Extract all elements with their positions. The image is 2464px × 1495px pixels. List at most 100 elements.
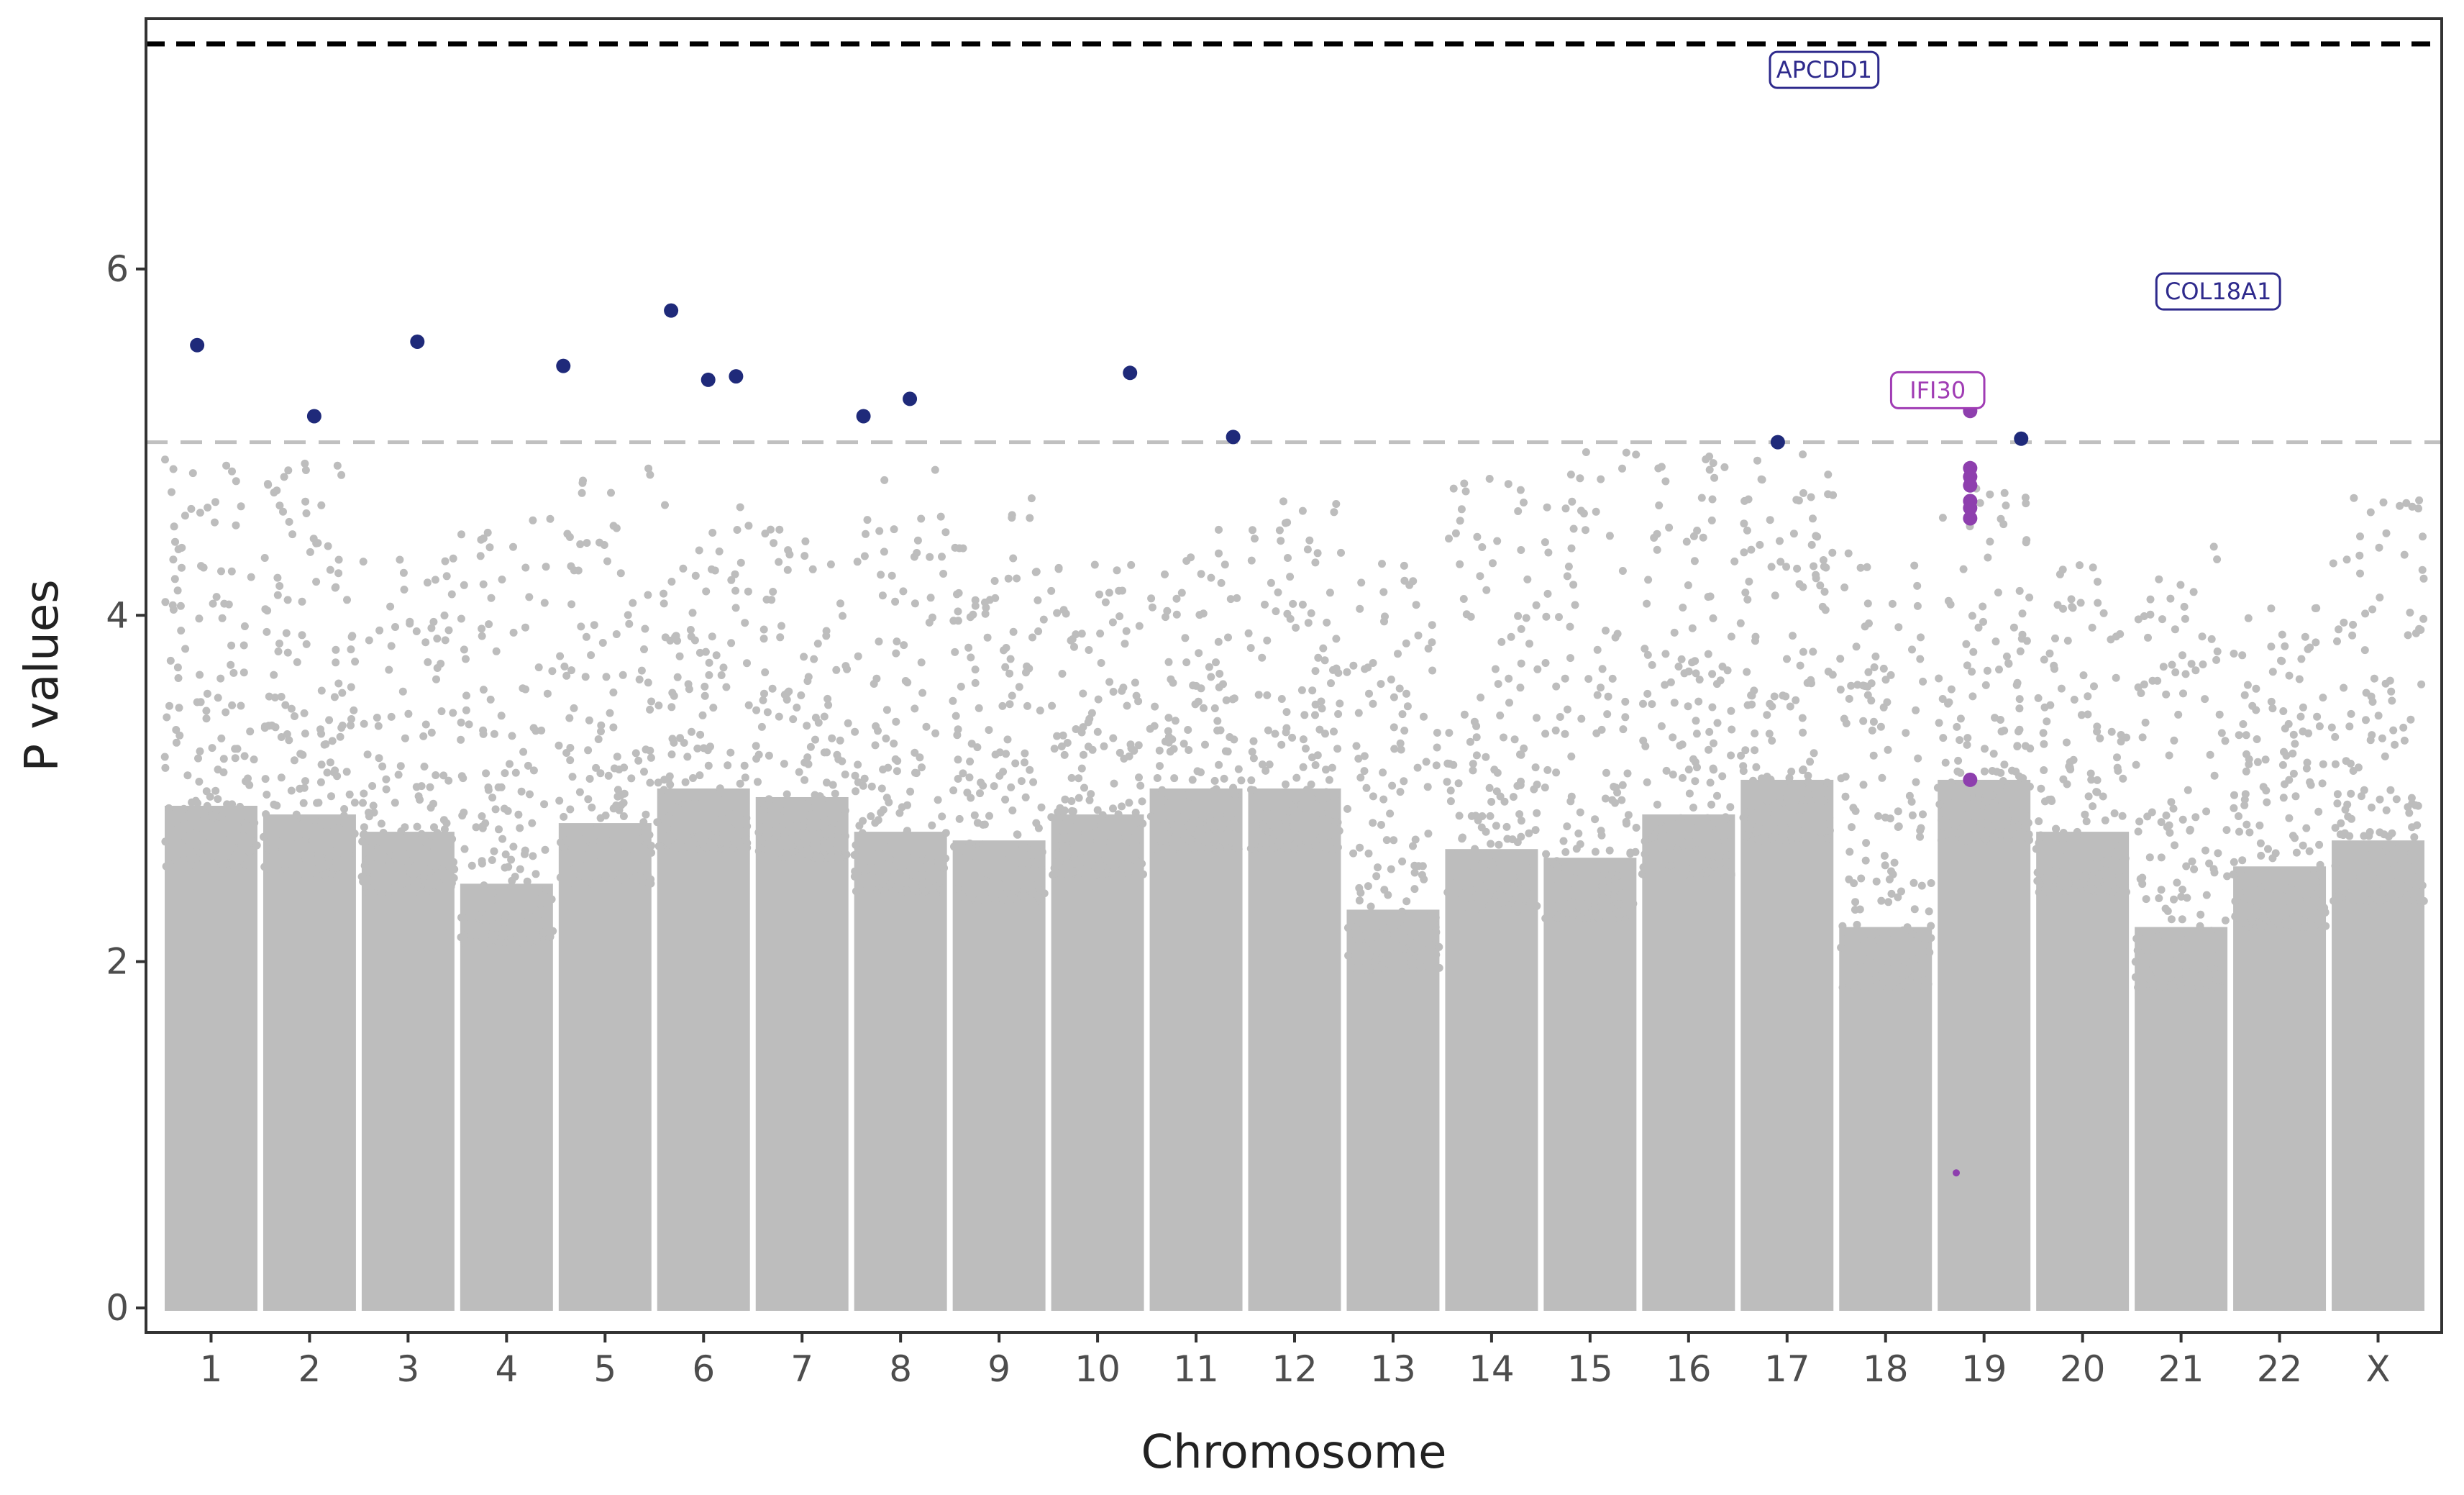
chromosome-band-14 — [1445, 849, 1538, 1311]
highlight-point-chr19 — [1953, 1169, 1961, 1177]
x-tick-label-9: 9 — [987, 1348, 1010, 1390]
chromosome-scatter-1 — [160, 455, 261, 871]
highlight-point-chr8 — [903, 391, 918, 406]
chromosome-scatter-4 — [457, 514, 557, 948]
chromosome-scatter-18 — [1836, 549, 1935, 992]
highlighted-points — [190, 303, 2029, 1177]
chromosome-scatter-6 — [653, 501, 753, 853]
highlight-point-chr3 — [410, 334, 425, 349]
highlight-point-chr11 — [1226, 430, 1241, 445]
chromosome-scatter-5 — [555, 464, 656, 888]
x-tick-label-8: 8 — [889, 1348, 912, 1390]
chromosome-band-17 — [1740, 779, 1834, 1311]
x-tick-label-16: 16 — [1666, 1348, 1712, 1390]
annotation-col18a1: COL18A1 — [2155, 272, 2281, 311]
threshold-lines — [146, 41, 2442, 445]
chromosome-scatter-17 — [1736, 450, 1838, 845]
chromosome-band-20 — [2036, 832, 2130, 1311]
x-tick-label-22: 22 — [2257, 1348, 2303, 1390]
chromosome-band-19 — [1938, 779, 2031, 1311]
x-tick-label-4: 4 — [495, 1348, 518, 1390]
chromosome-scatter-8 — [850, 465, 950, 896]
chromosome-band-2 — [263, 814, 356, 1311]
x-tick-label-1: 1 — [200, 1348, 223, 1390]
chromosome-scatter-15 — [1541, 448, 1641, 922]
chromosome-scatter-19 — [1933, 484, 2035, 845]
chromosome-scatter-20 — [2032, 561, 2131, 896]
x-tick-label-12: 12 — [1272, 1348, 1318, 1390]
y-tick-label: 6 — [106, 248, 129, 290]
x-tick-label-5: 5 — [593, 1348, 616, 1390]
highlight-point-chr2 — [306, 409, 321, 424]
highlight-point-chr19 — [1963, 478, 1978, 493]
chromosome-band-16 — [1642, 814, 1735, 1311]
x-axis-title: Chromosome — [1141, 1426, 1446, 1479]
highlight-point-chr19 — [1963, 511, 1978, 526]
chromosome-band-9 — [952, 840, 1046, 1311]
chromosome-band-1 — [165, 806, 257, 1311]
y-axis: 0 2 4 6 — [106, 248, 146, 1329]
scatter-points — [160, 448, 2428, 992]
y-axis-title: P values — [16, 579, 69, 771]
highlight-point-chr6 — [701, 372, 716, 387]
x-tick-label-13: 13 — [1370, 1348, 1416, 1390]
x-tick-label-14: 14 — [1469, 1348, 1515, 1390]
x-tick-label-11: 11 — [1173, 1348, 1219, 1390]
x-tick-label-2: 2 — [298, 1348, 321, 1390]
annotation-label: COL18A1 — [2165, 278, 2271, 305]
highlight-point-chr19 — [2014, 431, 2029, 446]
x-axis: 1 2 3 4 5 6 7 8 9 10 11 12 13 14 15 16 17 18 19 20 21 22 X — [200, 1332, 2391, 1390]
gene-annotations: APCDD1 COL18A1 IFI30 — [1769, 50, 2281, 409]
x-tick-label-3: 3 — [396, 1348, 419, 1390]
chromosome-scatter-10 — [1047, 560, 1147, 879]
chromosome-band-15 — [1543, 858, 1637, 1311]
annotation-box — [1769, 50, 1880, 89]
highlight-point-chr6 — [664, 303, 679, 318]
chromosome-band-10 — [1051, 814, 1144, 1311]
chromosome-band-8 — [854, 832, 947, 1311]
highlight-point-chr19 — [1963, 501, 1978, 516]
chromosome-scatter-21 — [2131, 542, 2232, 992]
chromosome-band-12 — [1248, 788, 1341, 1311]
annotation-label: IFI30 — [1909, 376, 1966, 404]
annotation-box — [1889, 371, 1986, 409]
chromosome-scatter-X — [2327, 494, 2428, 905]
highlight-point-chr17 — [1770, 435, 1785, 450]
highlight-point-chr6 — [729, 369, 744, 384]
annotation-box — [2155, 272, 2281, 311]
chromosome-band-11 — [1149, 788, 1243, 1311]
chromosome-scatter-2 — [260, 459, 360, 879]
highlight-point-chr8 — [856, 409, 871, 424]
y-tick-label: 2 — [106, 941, 129, 983]
annotation-apcdd1: APCDD1 — [1769, 50, 1880, 89]
chromosome-scatter-7 — [752, 525, 852, 862]
chromosome-band-13 — [1346, 909, 1440, 1311]
chromosome-band-X — [2332, 840, 2424, 1311]
chromosome-scatter-14 — [1443, 475, 1542, 914]
x-tick-label-6: 6 — [692, 1348, 715, 1390]
x-tick-label-15: 15 — [1567, 1348, 1613, 1390]
x-tick-label-18: 18 — [1863, 1348, 1909, 1390]
chromosome-scatter-3 — [357, 554, 459, 896]
x-tick-label-20: 20 — [2060, 1348, 2106, 1390]
chromosome-band-4 — [460, 883, 553, 1311]
highlight-point-chr10 — [1123, 365, 1138, 381]
annotation-label: APCDD1 — [1776, 56, 1872, 83]
chromosome-band-6 — [657, 788, 750, 1311]
x-tick-label-19: 19 — [1961, 1348, 2007, 1390]
chromosome-scatter-11 — [1146, 525, 1246, 853]
x-tick-label-21: 21 — [2158, 1348, 2204, 1390]
highlight-point-chr5 — [556, 358, 571, 373]
chromosome-band-7 — [755, 796, 849, 1311]
x-tick-label-10: 10 — [1074, 1348, 1121, 1390]
chromosome-scatter-12 — [1244, 497, 1345, 853]
chromosome-band-5 — [558, 823, 652, 1311]
annotation-ifi30: IFI30 — [1889, 371, 1986, 409]
chromosome-scatter-22 — [2229, 604, 2330, 931]
y-tick-label: 0 — [106, 1287, 129, 1329]
chromosome-band-3 — [361, 832, 455, 1311]
highlight-point-chr1 — [190, 337, 205, 353]
highlight-point-chr19 — [1963, 772, 1978, 787]
y-tick-label: 4 — [106, 594, 129, 636]
